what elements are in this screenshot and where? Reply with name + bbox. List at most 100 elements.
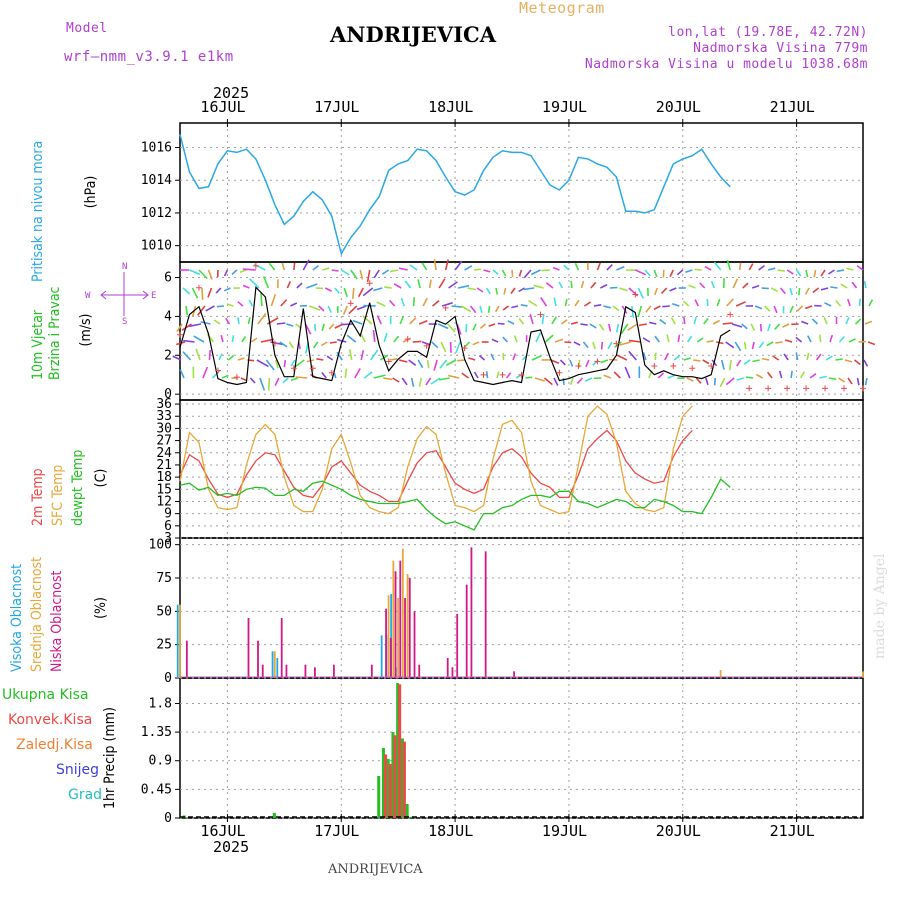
wind-arrow xyxy=(290,377,299,381)
wind-arrow xyxy=(710,280,715,289)
wind-arrow xyxy=(607,341,613,350)
wind-arrow xyxy=(293,262,296,271)
wind-arrow xyxy=(742,282,749,289)
wind-arrow xyxy=(417,359,424,369)
wind-arrow xyxy=(642,337,651,343)
wind-arrow xyxy=(461,372,470,379)
wind-arrow xyxy=(804,305,813,310)
wind-arrow xyxy=(248,299,254,307)
wind-arrow xyxy=(593,304,602,307)
wind-arrow xyxy=(182,351,192,361)
wind-arrow xyxy=(464,265,473,271)
wind-arrow xyxy=(854,359,861,366)
wind-arrow xyxy=(683,316,686,325)
wind-arrow xyxy=(804,287,810,295)
wind-arrow xyxy=(752,359,760,363)
wind-arrow xyxy=(260,338,274,343)
wind-arrow xyxy=(736,359,742,367)
wind-arrow xyxy=(585,359,590,368)
wind-arrow xyxy=(583,301,592,307)
wind-arrow xyxy=(682,300,690,307)
wind-arrow xyxy=(741,323,748,330)
wind-gust-marker xyxy=(404,336,411,343)
footer-station: ANDRIJEVICA xyxy=(328,862,423,877)
wind-gust-marker xyxy=(195,284,202,291)
meteogram-label: Meteogram xyxy=(519,0,605,17)
wind-arrow xyxy=(835,299,842,307)
wind-arrow xyxy=(226,303,234,307)
wind-arrow xyxy=(606,264,613,271)
wind-arrow xyxy=(409,264,418,271)
wind-arrow xyxy=(205,305,215,312)
wind-arrow xyxy=(528,299,538,307)
wind-arrow xyxy=(181,323,192,331)
cloud-bar xyxy=(446,658,449,678)
wind-arrow xyxy=(743,341,747,350)
wind-arrow xyxy=(688,284,696,289)
temp-tick-label: 30 xyxy=(156,421,172,436)
wind-arrow xyxy=(202,366,209,379)
wind-arrow xyxy=(856,377,860,386)
wind-arrow xyxy=(722,322,733,325)
wind-arrow xyxy=(666,334,670,343)
wind-arrow xyxy=(845,316,850,325)
wind-tick-label: 4 xyxy=(164,309,172,324)
wind-arrow xyxy=(738,262,742,271)
wind-arrow xyxy=(828,377,837,381)
wind-arrow xyxy=(619,341,632,346)
wind-arrow xyxy=(479,323,487,330)
wind-arrow xyxy=(487,305,491,313)
wind-arrow xyxy=(702,359,710,365)
wind-arrow xyxy=(314,323,317,332)
wind-arrow xyxy=(603,305,611,309)
wind-arrow xyxy=(418,377,422,387)
wind-arrow xyxy=(523,287,535,291)
wind-arrow xyxy=(795,269,802,277)
wind-arrow xyxy=(743,359,751,365)
pressure-line xyxy=(179,134,731,256)
wind-arrow xyxy=(393,283,402,289)
cloud-bar xyxy=(406,574,409,678)
wind-arrow xyxy=(348,305,358,315)
wind-gust-marker xyxy=(480,371,487,378)
wind-arrow xyxy=(683,357,691,361)
wind-arrow xyxy=(864,377,868,386)
wind-arrow xyxy=(789,305,794,314)
wind-arrow xyxy=(213,319,221,325)
wind-arrow xyxy=(670,317,676,325)
wind-arrow xyxy=(485,371,489,379)
wind-arrow xyxy=(600,283,608,289)
wind-arrow xyxy=(770,287,778,293)
wind-arrow xyxy=(409,317,417,325)
precip-bar xyxy=(410,816,414,818)
wind-arrow xyxy=(758,264,765,271)
time-tick-top: 16JUL xyxy=(200,98,246,116)
wind-arrow xyxy=(467,287,476,291)
time-tick-top: 17JUL xyxy=(314,98,360,116)
time-tick-bottom: 16JUL xyxy=(200,822,246,840)
cloud-bar xyxy=(394,571,397,678)
precip-bar xyxy=(272,812,276,818)
wind-arrow xyxy=(370,349,379,361)
wind-arrow xyxy=(496,371,500,379)
wind-arrow xyxy=(455,341,461,353)
wind-arrow xyxy=(576,377,584,384)
wind-arrow xyxy=(761,357,770,361)
wind-arrow xyxy=(433,359,438,371)
wind-arrow xyxy=(615,323,620,333)
wind-arrow xyxy=(819,334,822,343)
wind-tick-label: 0 xyxy=(164,387,172,402)
wind-arrow xyxy=(764,305,771,312)
cloud-tick-label: 25 xyxy=(156,638,172,653)
wind-arrow xyxy=(483,269,491,273)
temp-tick-label: 15 xyxy=(156,482,172,497)
wind-arrow xyxy=(856,265,864,271)
wind-arrow xyxy=(359,269,364,280)
wind-arrow xyxy=(223,269,229,277)
wind-arrow xyxy=(706,339,714,343)
wind-arrow xyxy=(784,339,793,343)
cloud-bar xyxy=(314,667,316,678)
wind-arrow xyxy=(778,370,783,379)
wind-arrow xyxy=(247,317,251,325)
wind-arrow xyxy=(227,354,235,361)
